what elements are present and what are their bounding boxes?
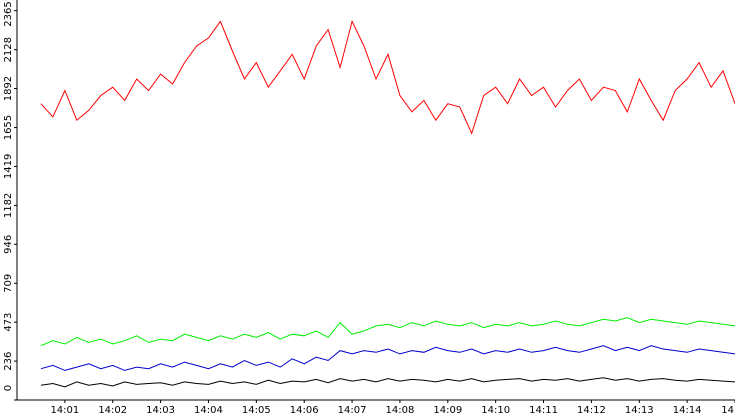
x-tick-label: 14:06 [290,405,319,415]
x-tick-label: 14:14 [673,405,702,415]
series-line [40,19,735,135]
series-line [40,345,735,371]
x-tick-label: 14:05 [242,405,271,415]
y-tick-label: 946 [3,235,14,254]
x-tick-label: 14:10 [481,405,510,415]
x-tick-label: 14:11 [529,405,558,415]
y-tick-label: 709 [3,274,14,293]
y-tick-label: 473 [3,313,14,332]
y-tick-label: 1892 [3,76,14,101]
series-line [40,377,735,388]
y-tick-label: 0 [3,385,14,391]
x-tick-label: 14:04 [194,405,223,415]
x-tick-label: 14 [721,405,734,415]
x-tick-label: 14:08 [386,405,415,415]
x-tick-label: 14:01 [50,405,79,415]
x-tick-label: 14:07 [338,405,367,415]
y-tick-label: 236 [3,352,14,371]
y-tick-label: 2128 [3,37,14,62]
y-tick-label: 1419 [3,154,14,179]
series-line [40,317,735,347]
x-tick-label: 14:13 [625,405,654,415]
x-tick-label: 14:03 [146,405,175,415]
x-tick-label: 14:02 [98,405,127,415]
y-tick-label: 1655 [3,115,14,140]
y-tick-label: 1182 [3,193,14,218]
y-tick-label: 2365 [3,1,14,26]
x-tick-label: 14:12 [577,405,606,415]
x-tick-label: 14:09 [433,405,462,415]
